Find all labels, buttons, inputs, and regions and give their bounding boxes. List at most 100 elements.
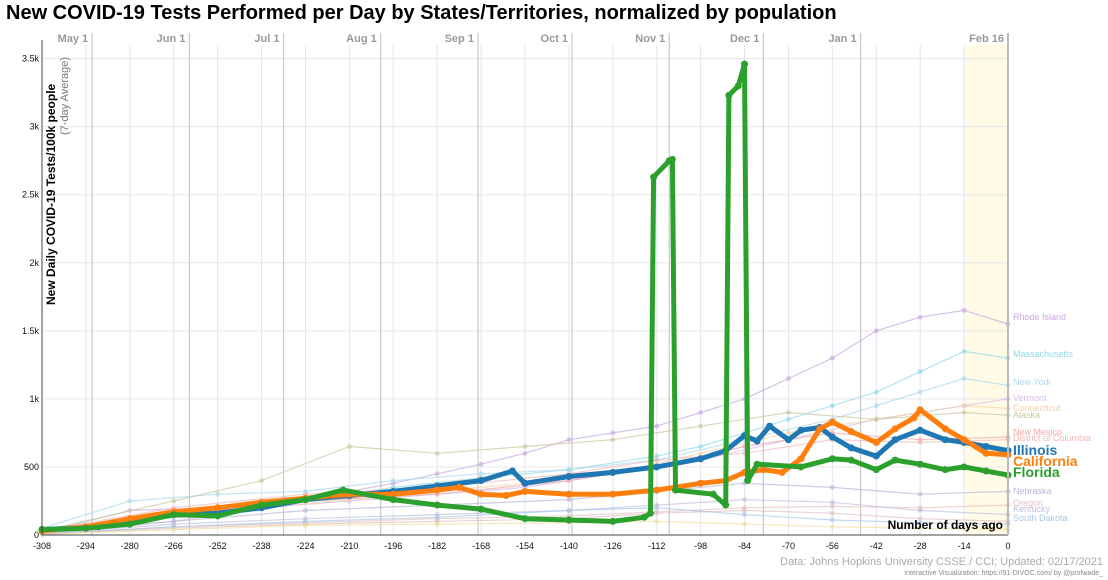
series-point: [961, 307, 967, 313]
series-point: [917, 491, 923, 497]
series-point: [734, 82, 742, 90]
series-label-dc: District of Columbia: [1013, 433, 1091, 443]
series-point: [742, 521, 748, 527]
x-tick-label: -154: [516, 541, 534, 551]
series-line-new-york: [41, 377, 1009, 529]
series-point: [785, 410, 791, 415]
series-point: [797, 463, 805, 471]
series-point: [302, 522, 308, 528]
series-point: [917, 389, 923, 395]
series-point: [566, 508, 572, 513]
series-point: [654, 453, 660, 459]
series-label-new-mexico: New Mexico: [1013, 427, 1062, 437]
series-line-oregon: [41, 504, 1009, 535]
x-tick-label: -112: [648, 541, 665, 551]
series-point: [127, 498, 133, 504]
series-point: [784, 436, 792, 444]
series-label-illinois: Illinois: [1013, 442, 1058, 458]
series-point: [917, 369, 923, 375]
series-point: [797, 455, 805, 463]
series-point: [126, 515, 134, 523]
series-point: [785, 430, 791, 436]
series-point: [610, 437, 616, 443]
series-point: [698, 450, 704, 456]
series-point: [742, 512, 748, 518]
series-point: [566, 437, 572, 443]
series-point: [477, 490, 485, 498]
series-point: [508, 467, 516, 475]
y-tick-label: 3.5k: [22, 54, 40, 64]
series-point: [433, 486, 441, 494]
series-point: [565, 516, 573, 524]
series-point: [872, 452, 880, 460]
source-note: Data: Johns Hopkins University CSSE / CC…: [780, 556, 1103, 568]
month-label: Feb 16: [969, 33, 1004, 45]
month-label: Jan 1: [828, 33, 856, 45]
series-point: [917, 520, 923, 526]
series-point: [214, 512, 222, 520]
series-point: [522, 444, 528, 450]
series-point: [640, 513, 648, 521]
series-point: [961, 348, 967, 354]
series-point: [916, 426, 924, 434]
y-tick-label: 1.5k: [22, 326, 40, 336]
x-tick-label: -98: [694, 541, 707, 551]
series-label-vermont: Vermont: [1013, 393, 1047, 403]
series-point: [650, 173, 658, 181]
series-label-alaska: Alaska: [1013, 410, 1040, 420]
series-point: [609, 517, 617, 525]
series-point: [522, 450, 528, 456]
series-point: [829, 403, 835, 409]
series-point: [778, 468, 786, 476]
series-point: [873, 328, 879, 334]
series-label-kentucky: Kentucky: [1013, 504, 1051, 514]
series-line-alaska: [41, 411, 1009, 532]
series-point: [214, 504, 222, 512]
series-point: [910, 414, 918, 422]
series-point: [961, 375, 967, 381]
series-point: [698, 410, 704, 415]
x-tick-label: -252: [209, 541, 227, 551]
series-point: [829, 503, 835, 509]
x-tick-label: -224: [296, 541, 314, 551]
series-point: [521, 487, 529, 495]
month-label: Jun 1: [157, 33, 186, 45]
series-point: [477, 477, 485, 485]
series-point: [390, 478, 396, 484]
series-point: [785, 375, 791, 381]
x-tick-label: -182: [428, 541, 446, 551]
series-point: [891, 425, 899, 433]
series-point: [816, 425, 824, 433]
x-tick-label: -126: [604, 541, 622, 551]
y-tick-label: 2.5k: [22, 190, 40, 200]
x-tick-label: -280: [121, 541, 139, 551]
series-point: [521, 515, 529, 523]
series-point: [455, 483, 463, 491]
series-point: [917, 516, 923, 522]
x-tick-label: -266: [165, 541, 183, 551]
series-label-oregon: Oregon: [1013, 498, 1043, 508]
series-point: [502, 492, 510, 500]
series-point: [478, 471, 484, 477]
series-point: [478, 461, 484, 467]
series-point: [126, 520, 134, 528]
series-label-south-dakota: South Dakota: [1013, 513, 1068, 523]
y-tick-label: 3k: [29, 122, 39, 132]
series-point: [434, 450, 440, 456]
x-tick-label: -308: [33, 541, 51, 551]
series-point: [654, 457, 660, 463]
series-point: [829, 499, 835, 505]
x-tick-label: -70: [782, 541, 795, 551]
x-tick-label: -168: [472, 541, 490, 551]
y-axis-subtitle: (7-day Average): [59, 57, 71, 135]
series-point: [982, 449, 990, 457]
y-tick-label: 2k: [29, 258, 39, 268]
series-point: [961, 410, 967, 415]
series-point: [917, 314, 923, 320]
y-axis-title: New Daily COVID-19 Tests/100k people: [44, 83, 58, 305]
series-point: [698, 423, 704, 429]
series-label-massachusetts: Massachusetts: [1013, 349, 1074, 359]
series-point: [829, 517, 835, 523]
x-tick-label: -28: [914, 541, 927, 551]
